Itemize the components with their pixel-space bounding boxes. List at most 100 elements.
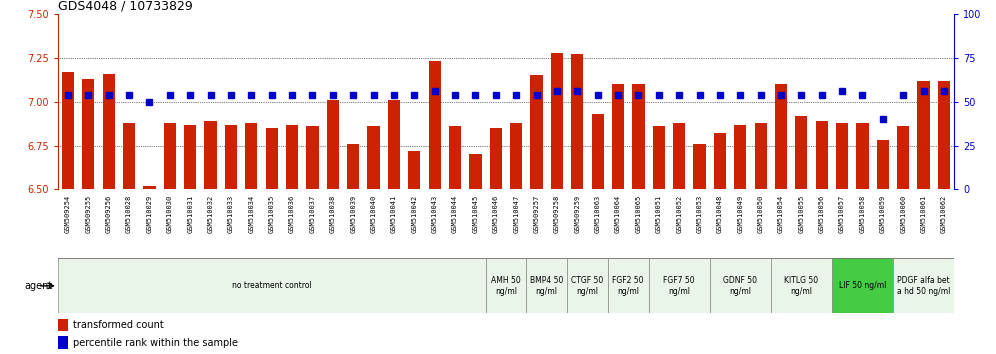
Bar (225, 125, 237, 189)
Text: GSM510065: GSM510065 (635, 195, 641, 233)
Text: GSM509254: GSM509254 (65, 195, 71, 233)
Text: GSM510033: GSM510033 (228, 195, 234, 233)
Text: GSM509257: GSM509257 (534, 195, 540, 233)
Bar (83, 79, 95, 189)
Text: GSM510036: GSM510036 (289, 195, 295, 233)
Text: GSM510029: GSM510029 (146, 195, 152, 233)
Bar (734, 125, 746, 189)
Text: GSM510043: GSM510043 (431, 195, 437, 233)
Text: FGF7 50
ng/ml: FGF7 50 ng/ml (663, 276, 695, 296)
Bar (428, 62, 441, 189)
Text: GSM510054: GSM510054 (778, 195, 784, 233)
Bar (526, 258, 567, 313)
Bar (510, 123, 522, 189)
Bar (612, 84, 624, 189)
Bar (795, 116, 808, 189)
Bar (58, 319, 68, 331)
Text: GSM509258: GSM509258 (554, 195, 560, 233)
Bar (486, 258, 526, 313)
Text: FGF2 50
ng/ml: FGF2 50 ng/ml (613, 276, 644, 296)
Bar (608, 258, 648, 313)
Text: GSM510030: GSM510030 (166, 195, 173, 233)
Text: GSM510042: GSM510042 (411, 195, 417, 233)
Bar (693, 144, 705, 189)
Text: GSM510044: GSM510044 (452, 195, 458, 233)
Bar (387, 100, 400, 189)
Bar (490, 128, 502, 189)
Text: GSM510058: GSM510058 (860, 195, 866, 233)
Bar (652, 126, 665, 189)
Bar (551, 53, 563, 189)
Text: GSM510057: GSM510057 (839, 195, 846, 233)
Bar (163, 123, 176, 189)
Bar (648, 258, 710, 313)
Text: GSM510060: GSM510060 (900, 195, 906, 233)
Bar (893, 258, 954, 313)
Bar (184, 125, 196, 189)
Text: GSM510035: GSM510035 (269, 195, 275, 233)
Text: GSM510050: GSM510050 (758, 195, 764, 233)
Bar (245, 123, 257, 189)
Bar (592, 114, 604, 189)
Text: GSM510052: GSM510052 (676, 195, 682, 233)
Bar (632, 84, 644, 189)
Text: GSM510037: GSM510037 (310, 195, 316, 233)
Bar (714, 133, 726, 189)
Text: GSM510062: GSM510062 (941, 195, 947, 233)
Bar (771, 258, 832, 313)
Text: GSM510038: GSM510038 (330, 195, 336, 233)
Text: GSM510028: GSM510028 (126, 195, 132, 233)
Text: GSM509256: GSM509256 (106, 195, 112, 233)
Text: GSM510056: GSM510056 (819, 195, 825, 233)
Bar (204, 121, 217, 189)
Text: GSM510049: GSM510049 (737, 195, 743, 233)
Bar (710, 258, 771, 313)
Bar (816, 121, 828, 189)
Text: GSM510059: GSM510059 (879, 195, 885, 233)
Text: BMP4 50
ng/ml: BMP4 50 ng/ml (530, 276, 564, 296)
Text: GSM510031: GSM510031 (187, 195, 193, 233)
Text: percentile rank within the sample: percentile rank within the sample (74, 338, 238, 348)
Bar (103, 74, 115, 189)
Bar (143, 186, 155, 189)
Text: no treatment control: no treatment control (232, 281, 312, 290)
Text: GSM510034: GSM510034 (248, 195, 254, 233)
Bar (449, 126, 461, 189)
Text: GSM510047: GSM510047 (513, 195, 519, 233)
Text: GSM510061: GSM510061 (920, 195, 926, 233)
Text: GSM510041: GSM510041 (390, 195, 397, 233)
Text: CTGF 50
ng/ml: CTGF 50 ng/ml (572, 276, 604, 296)
Bar (531, 75, 543, 189)
Bar (673, 123, 685, 189)
Bar (775, 84, 787, 189)
Text: KITLG 50
ng/ml: KITLG 50 ng/ml (784, 276, 819, 296)
Bar (347, 144, 360, 189)
Bar (123, 123, 135, 189)
Text: PDGF alfa bet
a hd 50 ng/ml: PDGF alfa bet a hd 50 ng/ml (897, 276, 950, 296)
Text: GSM510063: GSM510063 (595, 195, 601, 233)
Bar (857, 123, 869, 189)
Bar (832, 258, 893, 313)
Text: transformed count: transformed count (74, 320, 164, 330)
Text: AMH 50
ng/ml: AMH 50 ng/ml (491, 276, 521, 296)
Text: GSM510048: GSM510048 (717, 195, 723, 233)
Text: GSM510040: GSM510040 (371, 195, 376, 233)
Bar (917, 81, 929, 189)
Bar (876, 140, 889, 189)
Text: agent: agent (25, 281, 53, 291)
Text: GSM510039: GSM510039 (351, 195, 357, 233)
Text: GSM510051: GSM510051 (655, 195, 661, 233)
Text: GDS4048 / 10733829: GDS4048 / 10733829 (58, 0, 192, 13)
Text: GSM510032: GSM510032 (207, 195, 213, 233)
Bar (327, 100, 339, 189)
Bar (368, 126, 379, 189)
Text: GSM510055: GSM510055 (799, 195, 805, 233)
Bar (266, 128, 278, 189)
Bar (897, 126, 909, 189)
Text: GSM509255: GSM509255 (86, 195, 92, 233)
Bar (307, 126, 319, 189)
Bar (62, 72, 74, 189)
Bar (58, 336, 68, 349)
Text: GSM510053: GSM510053 (696, 195, 702, 233)
Text: LIF 50 ng/ml: LIF 50 ng/ml (839, 281, 886, 290)
